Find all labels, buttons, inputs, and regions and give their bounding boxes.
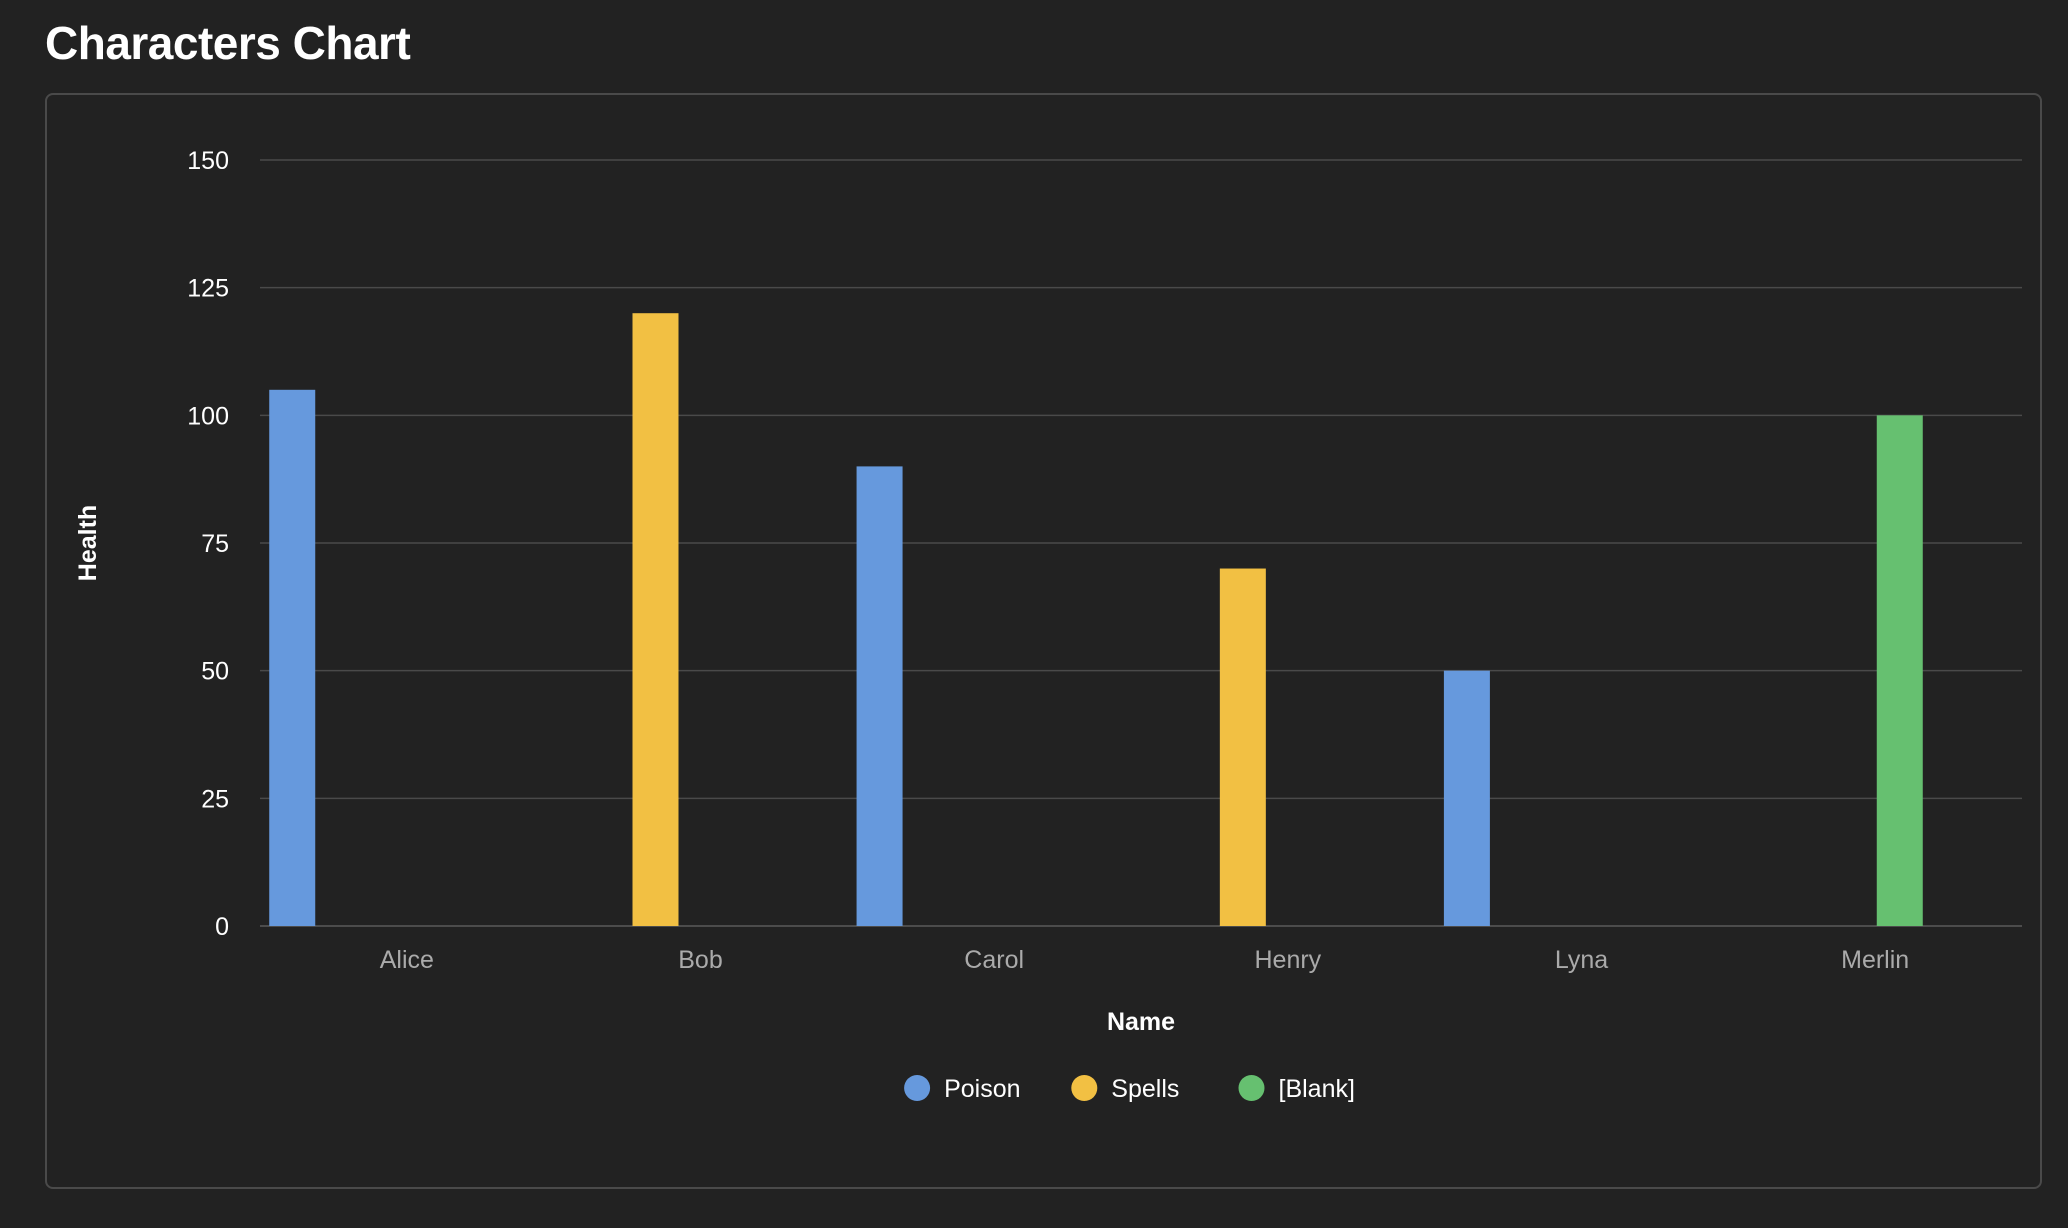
legend: Poison Spells [Blank] bbox=[904, 1075, 1355, 1103]
x-axis-ticks: Alice Bob Carol Henry Lyna Merlin bbox=[380, 946, 1909, 974]
y-tick-label: 50 bbox=[201, 658, 229, 686]
x-tick-label: Merlin bbox=[1841, 946, 1909, 974]
legend-label: Spells bbox=[1111, 1075, 1179, 1103]
y-tick-label: 75 bbox=[201, 530, 229, 558]
y-tick-label: 25 bbox=[201, 785, 229, 813]
gridlines bbox=[260, 159, 2022, 927]
y-axis-ticks: 0 25 50 75 100 125 150 bbox=[187, 147, 229, 941]
bar-spells-henry[interactable] bbox=[1219, 568, 1266, 926]
y-tick-label: 100 bbox=[187, 402, 229, 430]
legend-item[interactable]: Poison bbox=[904, 1075, 1021, 1103]
x-tick-label: Alice bbox=[380, 946, 434, 974]
legend-label: [Blank] bbox=[1279, 1075, 1355, 1103]
legend-item[interactable]: [Blank] bbox=[1238, 1075, 1355, 1103]
x-tick-label: Carol bbox=[964, 946, 1024, 974]
page-title: Characters Chart bbox=[45, 17, 411, 69]
y-tick-label: 0 bbox=[215, 913, 229, 941]
bars bbox=[269, 313, 1923, 926]
legend-swatch bbox=[1071, 1075, 1098, 1101]
x-tick-label: Bob bbox=[678, 946, 722, 974]
y-tick-label: 150 bbox=[187, 147, 229, 175]
y-tick-label: 125 bbox=[187, 275, 229, 303]
legend-swatch bbox=[1238, 1075, 1265, 1101]
y-axis-label: Health bbox=[74, 505, 102, 581]
x-tick-label: Henry bbox=[1254, 946, 1321, 974]
bar-poison-carol[interactable] bbox=[856, 466, 903, 926]
bar-poison-lyna[interactable] bbox=[1443, 670, 1490, 926]
bar-poison-alice[interactable] bbox=[269, 389, 316, 926]
legend-swatch bbox=[904, 1075, 931, 1101]
x-tick-label: Lyna bbox=[1555, 946, 1608, 974]
legend-label: Poison bbox=[944, 1075, 1020, 1103]
legend-item[interactable]: Spells bbox=[1071, 1075, 1179, 1103]
x-axis-label: Name bbox=[1107, 1008, 1175, 1036]
bar-spells-bob[interactable] bbox=[632, 313, 679, 926]
bar-blank-merlin[interactable] bbox=[1876, 415, 1923, 926]
chart-card bbox=[45, 93, 2042, 1189]
